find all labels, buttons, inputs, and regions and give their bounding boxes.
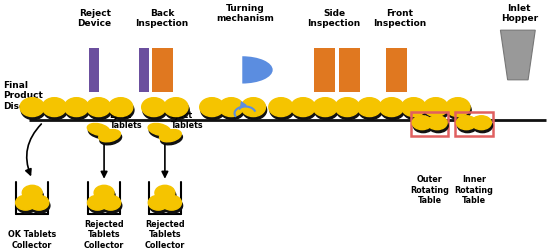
Ellipse shape — [471, 116, 492, 130]
Ellipse shape — [270, 101, 294, 120]
Text: Back
Inspection: Back Inspection — [136, 9, 188, 28]
Ellipse shape — [149, 127, 172, 139]
Ellipse shape — [94, 186, 114, 200]
Text: Inlet
Hopper: Inlet Hopper — [500, 4, 538, 23]
Ellipse shape — [269, 98, 293, 117]
Ellipse shape — [100, 133, 122, 145]
Ellipse shape — [314, 101, 339, 120]
Ellipse shape — [161, 133, 182, 145]
Text: Rejected
Tablets
Collector: Rejected Tablets Collector — [84, 219, 125, 248]
Ellipse shape — [458, 119, 478, 133]
Text: OK Tablets
Collector: OK Tablets Collector — [8, 229, 56, 248]
Ellipse shape — [456, 116, 476, 130]
Text: Outer
Rotating
Table: Outer Rotating Table — [410, 174, 449, 204]
Ellipse shape — [66, 101, 90, 120]
Ellipse shape — [43, 101, 68, 120]
Ellipse shape — [22, 186, 42, 200]
Text: Reject
Device: Reject Device — [78, 9, 112, 28]
Ellipse shape — [336, 101, 361, 120]
Ellipse shape — [142, 98, 166, 117]
Ellipse shape — [87, 196, 107, 210]
Ellipse shape — [29, 196, 49, 210]
Ellipse shape — [110, 101, 134, 120]
Ellipse shape — [424, 98, 448, 117]
Bar — [152, 48, 173, 93]
Ellipse shape — [242, 101, 267, 120]
Ellipse shape — [447, 101, 471, 120]
Ellipse shape — [42, 98, 67, 117]
Text: Rejected
Tablets
Collector: Rejected Tablets Collector — [145, 219, 185, 248]
Ellipse shape — [200, 98, 224, 117]
Ellipse shape — [379, 98, 404, 117]
Ellipse shape — [23, 188, 43, 203]
Ellipse shape — [313, 98, 337, 117]
Text: Final
Product
Discharge: Final Product Discharge — [3, 80, 54, 110]
Ellipse shape — [162, 196, 181, 210]
Ellipse shape — [413, 119, 433, 133]
Ellipse shape — [220, 101, 245, 120]
Text: Eject
Tablets: Eject Tablets — [171, 110, 203, 130]
Ellipse shape — [86, 98, 111, 117]
Ellipse shape — [425, 101, 449, 120]
Ellipse shape — [64, 98, 88, 117]
Bar — [455, 113, 493, 136]
Ellipse shape — [102, 198, 122, 213]
Ellipse shape — [403, 101, 427, 120]
Ellipse shape — [165, 101, 189, 120]
Ellipse shape — [446, 98, 470, 117]
Ellipse shape — [412, 116, 432, 130]
Text: Turning
mechanism: Turning mechanism — [216, 4, 274, 23]
Ellipse shape — [95, 188, 115, 203]
Ellipse shape — [401, 98, 426, 117]
Ellipse shape — [160, 130, 181, 142]
Ellipse shape — [291, 98, 315, 117]
Ellipse shape — [359, 101, 383, 120]
Bar — [411, 113, 449, 136]
Ellipse shape — [99, 130, 121, 142]
Text: Inner
Rotating
Table: Inner Rotating Table — [454, 174, 493, 204]
Ellipse shape — [380, 101, 405, 120]
Ellipse shape — [292, 101, 316, 120]
Ellipse shape — [108, 98, 133, 117]
Ellipse shape — [88, 198, 108, 213]
Ellipse shape — [87, 124, 110, 136]
Bar — [339, 48, 360, 93]
Ellipse shape — [427, 116, 447, 130]
Text: 2: 2 — [345, 96, 351, 105]
Ellipse shape — [163, 198, 182, 213]
Ellipse shape — [219, 98, 244, 117]
Ellipse shape — [88, 127, 111, 139]
Ellipse shape — [148, 196, 168, 210]
Ellipse shape — [20, 98, 44, 117]
Ellipse shape — [148, 124, 171, 136]
Ellipse shape — [155, 186, 175, 200]
Ellipse shape — [101, 196, 121, 210]
Ellipse shape — [358, 98, 381, 117]
Ellipse shape — [143, 101, 167, 120]
Ellipse shape — [201, 101, 225, 120]
Ellipse shape — [30, 198, 50, 213]
Ellipse shape — [241, 98, 266, 117]
Ellipse shape — [16, 196, 36, 210]
Ellipse shape — [17, 198, 37, 213]
Bar — [89, 48, 99, 93]
Ellipse shape — [164, 98, 188, 117]
Wedge shape — [242, 57, 272, 84]
Ellipse shape — [473, 119, 493, 133]
Polygon shape — [500, 31, 535, 80]
Bar — [386, 48, 407, 93]
Ellipse shape — [156, 188, 176, 203]
Ellipse shape — [335, 98, 360, 117]
Text: Front
Inspection: Front Inspection — [373, 9, 426, 28]
Bar — [139, 48, 149, 93]
Text: Eject
Tablets: Eject Tablets — [110, 110, 142, 130]
Text: 1: 1 — [318, 96, 325, 105]
Bar — [314, 48, 335, 93]
Ellipse shape — [87, 101, 112, 120]
Ellipse shape — [150, 198, 170, 213]
Ellipse shape — [428, 119, 448, 133]
Ellipse shape — [21, 101, 46, 120]
Text: Side
Inspection: Side Inspection — [307, 9, 361, 28]
